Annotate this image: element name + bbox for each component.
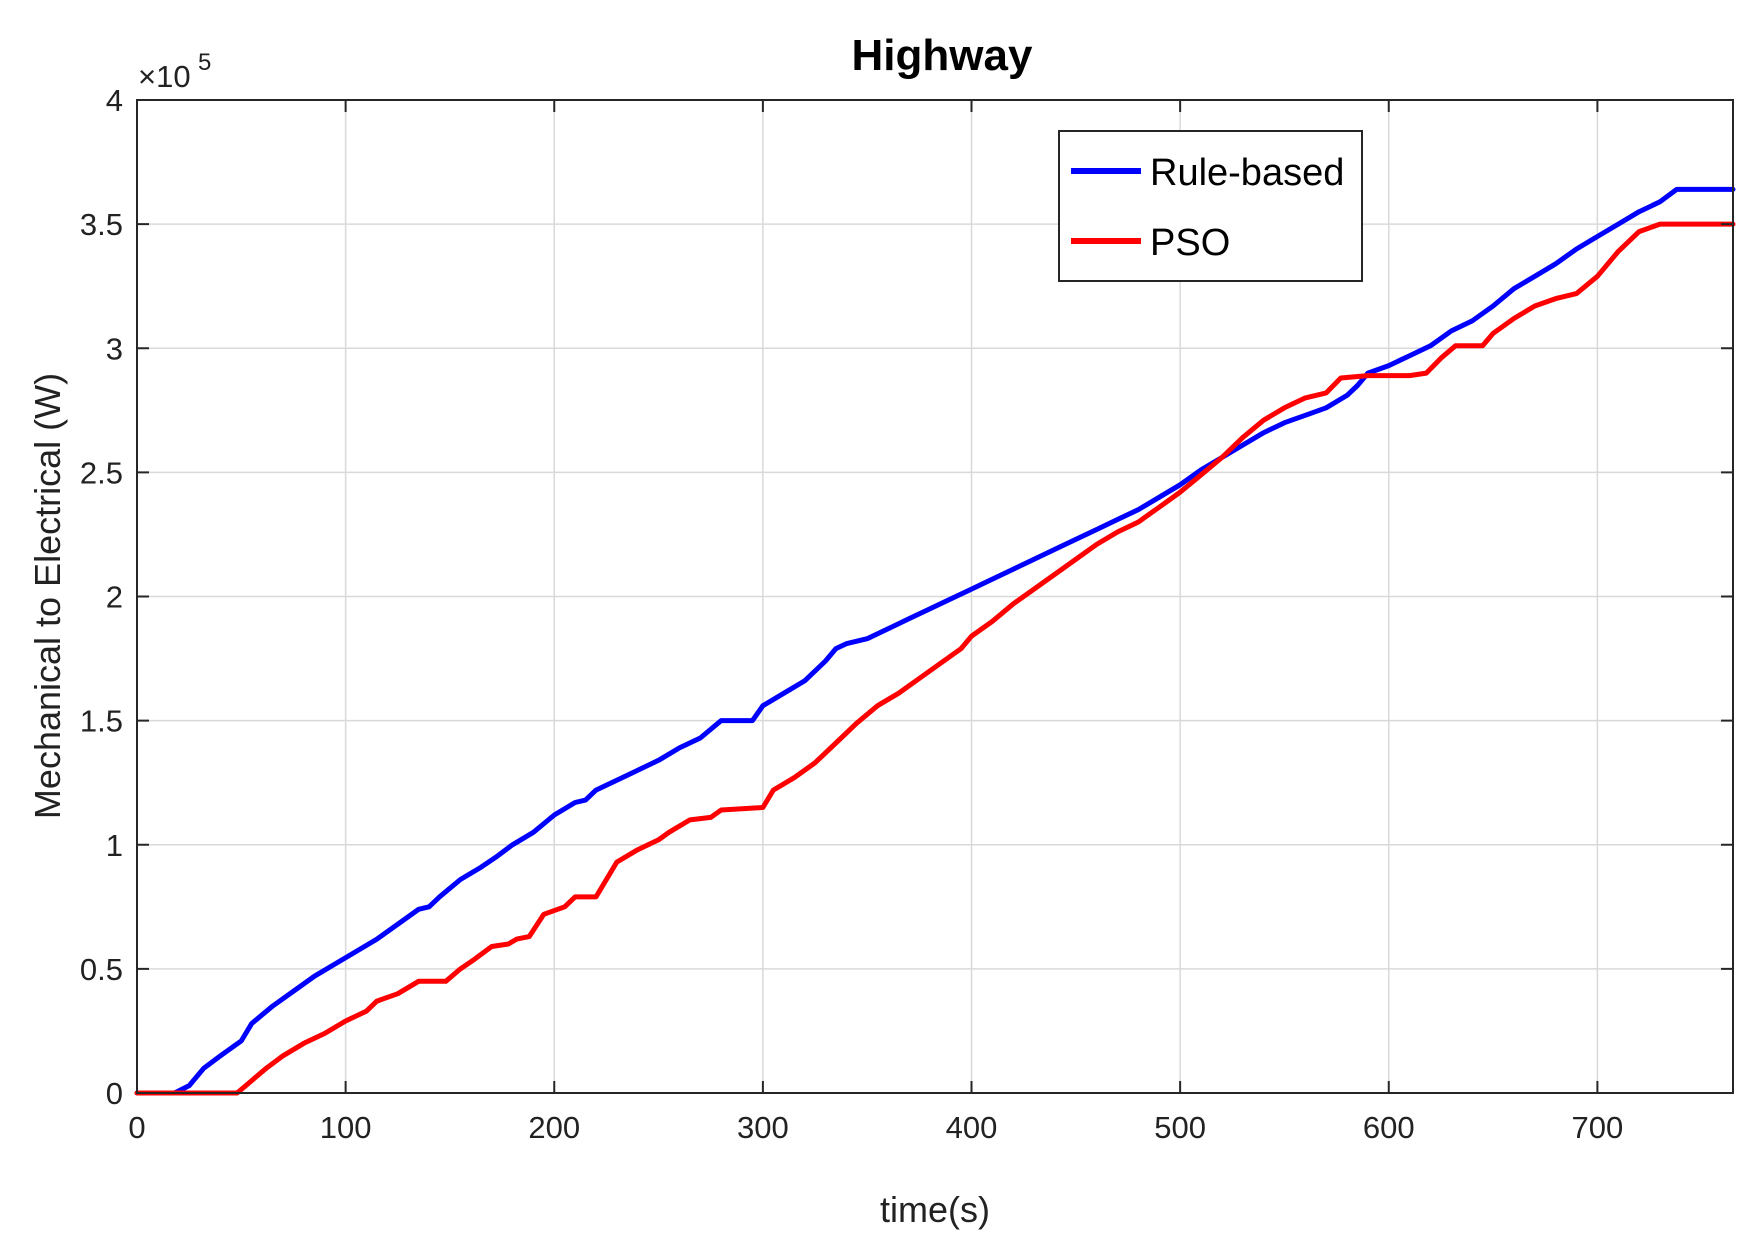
y-tick-label: 2 [106,580,123,615]
y-tick-label: 2.5 [80,455,123,490]
y-exponent-base: ×10 [138,59,191,94]
chart-title: Highway [852,31,1033,80]
y-tick-label: 1 [106,828,123,863]
y-tick-label: 1.5 [80,704,123,739]
x-tick-label: 100 [320,1110,372,1145]
y-tick-label: 3 [106,331,123,366]
x-tick-label: 300 [737,1110,789,1145]
x-tick-label: 600 [1363,1110,1415,1145]
x-axis-label: time(s) [880,1189,990,1230]
ticks [136,99,1733,1094]
x-tick-label: 200 [528,1110,580,1145]
series-line-pso [134,221,1736,1096]
y-tick-label: 4 [106,83,123,118]
y-axis-exponent: ×10 5 [138,49,211,94]
legend: Rule-based PSO [1058,130,1363,282]
y-tick-label: 0 [106,1076,123,1111]
legend-box [1058,130,1363,282]
x-tick-label: 500 [1154,1110,1206,1145]
y-axis-label: Mechanical to Electrical (W) [27,373,68,819]
y-tick-label: 3.5 [80,207,123,242]
legend-label-pso: PSO [1150,222,1230,264]
x-tick-label: 400 [946,1110,998,1145]
series-line-rule-based [134,186,1736,1096]
legend-label-rule-based: Rule-based [1150,152,1344,194]
series-group [134,186,1736,1096]
x-tick-label: 700 [1572,1110,1624,1145]
x-tick-label: 0 [128,1110,145,1145]
y-tick-label: 0.5 [80,952,123,987]
y-exponent-power: 5 [198,49,211,76]
grid [137,100,1733,1093]
